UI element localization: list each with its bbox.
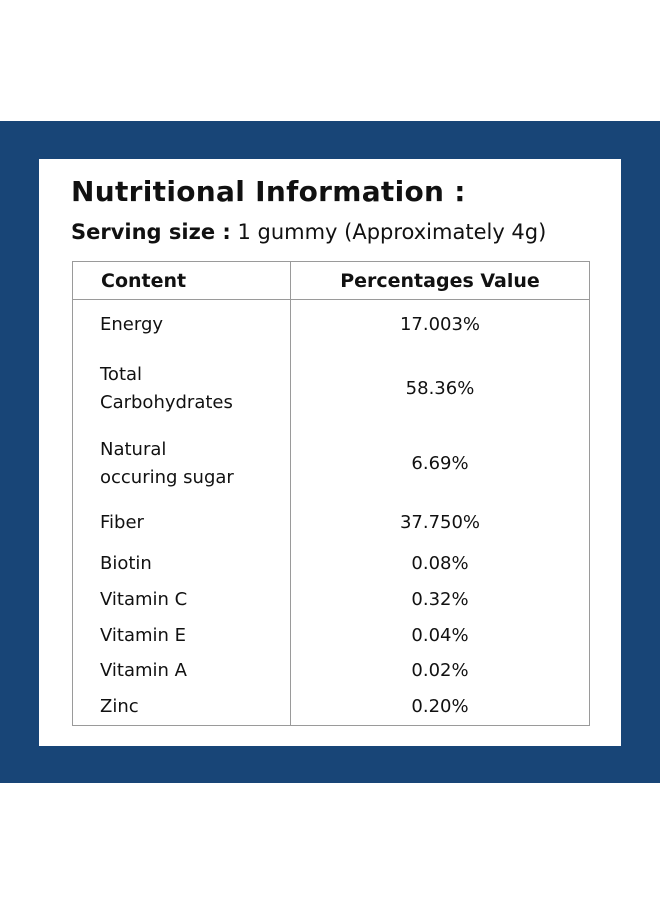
nutrition-table: Content Percentages Value Energy 17.003%… xyxy=(72,261,590,726)
nutrient-name-line: Carbohydrates xyxy=(100,392,233,413)
column-header-content: Content xyxy=(72,261,291,300)
nutrient-value: 58.36% xyxy=(290,350,590,428)
nutrient-name: Vitamin C xyxy=(72,582,291,618)
nutrient-name-line: occuring sugar xyxy=(100,467,234,488)
table-row: Natural occuring sugar 6.69% xyxy=(72,428,590,500)
nutrient-name: Energy xyxy=(72,299,291,350)
nutrient-name: Fiber xyxy=(72,500,291,545)
blue-frame: Nutritional Information : Serving size :… xyxy=(0,121,660,783)
table-row: Vitamin E 0.04% xyxy=(72,618,590,653)
nutrient-name: Zinc xyxy=(72,689,291,726)
nutrient-value: 0.04% xyxy=(290,618,590,653)
table-row: Biotin 0.08% xyxy=(72,545,590,582)
nutrient-name: Biotin xyxy=(72,545,291,582)
column-header-percentages: Percentages Value xyxy=(290,261,590,300)
nutrient-name: Total Carbohydrates xyxy=(72,350,291,428)
nutrient-value: 0.08% xyxy=(290,545,590,582)
table-row: Zinc 0.20% xyxy=(72,689,590,726)
table-row: Vitamin A 0.02% xyxy=(72,653,590,689)
nutrient-value: 0.02% xyxy=(290,653,590,689)
nutrient-value: 0.32% xyxy=(290,582,590,618)
nutrient-name-line: Natural xyxy=(100,439,167,460)
serving-size: Serving size : 1 gummy (Approximately 4g… xyxy=(71,220,546,244)
serving-size-label: Serving size : xyxy=(71,220,231,244)
nutrient-value: 0.20% xyxy=(290,689,590,726)
nutrition-card: Nutritional Information : Serving size :… xyxy=(39,159,621,746)
table-row: Total Carbohydrates 58.36% xyxy=(72,350,590,428)
nutrient-name: Natural occuring sugar xyxy=(72,428,291,500)
nutrient-name: Vitamin E xyxy=(72,618,291,653)
table-header-row: Content Percentages Value xyxy=(72,261,590,300)
serving-size-value: 1 gummy (Approximately 4g) xyxy=(237,220,547,244)
table-row: Energy 17.003% xyxy=(72,299,590,350)
nutrient-name: Vitamin A xyxy=(72,653,291,689)
nutrient-value: 37.750% xyxy=(290,500,590,545)
nutrient-value: 17.003% xyxy=(290,299,590,350)
table-row: Vitamin C 0.32% xyxy=(72,582,590,618)
page-title: Nutritional Information : xyxy=(71,175,466,208)
nutrient-name-line: Total xyxy=(100,364,143,385)
nutrient-value: 6.69% xyxy=(290,428,590,500)
table-row: Fiber 37.750% xyxy=(72,500,590,545)
